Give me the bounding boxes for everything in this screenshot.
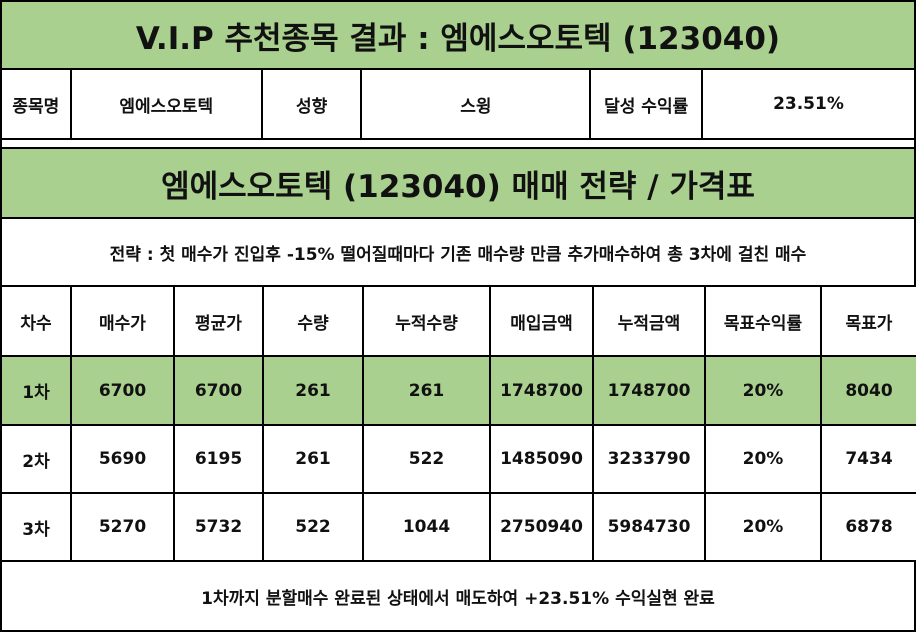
stock-name-label: 종목명 — [2, 70, 72, 138]
cell-target-price: 6878 — [820, 492, 916, 562]
col-header-cumulative-amount: 누적금액 — [592, 285, 706, 357]
col-header-target-price: 목표가 — [820, 285, 916, 357]
stock-name-value: 엠에스오토텍 — [72, 70, 263, 138]
cell-target-return: 20% — [704, 355, 822, 426]
cell-buy-price: 5270 — [70, 492, 175, 562]
cell-purchase-amount: 1485090 — [489, 424, 594, 494]
cell-avg-price: 5732 — [173, 492, 264, 562]
cell-quantity: 261 — [262, 424, 364, 494]
page-title: V.I.P 추천종목 결과 : 엠에스오토텍 (123040) — [0, 0, 916, 70]
col-header-quantity: 수량 — [262, 285, 364, 357]
return-label: 달성 수익률 — [591, 70, 703, 138]
cell-round: 1차 — [0, 355, 72, 426]
cell-target-return: 20% — [704, 492, 822, 562]
cell-target-price: 8040 — [820, 355, 916, 426]
cell-purchase-amount: 1748700 — [489, 355, 594, 426]
table-row: 1차 6700 6700 261 261 1748700 1748700 20%… — [0, 355, 916, 426]
cell-target-return: 20% — [704, 424, 822, 494]
cell-avg-price: 6195 — [173, 424, 264, 494]
col-header-avg-price: 평균가 — [173, 285, 264, 357]
cell-round: 3차 — [0, 492, 72, 562]
section-divider — [0, 140, 916, 147]
cell-round: 2차 — [0, 424, 72, 494]
cell-cumulative-quantity: 261 — [362, 355, 491, 426]
cell-cumulative-quantity: 522 — [362, 424, 491, 494]
table-row: 2차 5690 6195 261 522 1485090 3233790 20%… — [0, 424, 916, 494]
strategy-description: 전략 : 첫 매수가 진입후 -15% 떨어질때마다 기존 매수량 만큼 추가매… — [0, 217, 916, 287]
type-value: 스윙 — [362, 70, 592, 138]
result-summary: 1차까지 분할매수 완료된 상태에서 매도하여 +23.51% 수익실현 완료 — [0, 560, 916, 632]
cell-buy-price: 5690 — [70, 424, 175, 494]
cell-quantity: 261 — [262, 355, 364, 426]
cell-quantity: 522 — [262, 492, 364, 562]
type-label: 성향 — [263, 70, 363, 138]
col-header-cumulative-quantity: 누적수량 — [362, 285, 491, 357]
col-header-buy-price: 매수가 — [70, 285, 175, 357]
return-value: 23.51% — [773, 94, 844, 114]
cell-purchase-amount: 2750940 — [489, 492, 594, 562]
strategy-title: 엠에스오토텍 (123040) 매매 전략 / 가격표 — [0, 147, 916, 219]
cell-target-price: 7434 — [820, 424, 916, 494]
cell-cumulative-quantity: 1044 — [362, 492, 491, 562]
cell-avg-price: 6700 — [173, 355, 264, 426]
cell-buy-price: 6700 — [70, 355, 175, 426]
table-row: 3차 5270 5732 522 1044 2750940 5984730 20… — [0, 492, 916, 562]
cell-cumulative-amount: 5984730 — [592, 492, 706, 562]
table-header-row: 차수 매수가 평균가 수량 누적수량 매입금액 누적금액 목표수익률 목표가 — [0, 285, 916, 357]
cell-cumulative-amount: 3233790 — [592, 424, 706, 494]
cell-cumulative-amount: 1748700 — [592, 355, 706, 426]
col-header-target-return: 목표수익률 — [704, 285, 822, 357]
col-header-purchase-amount: 매입금액 — [489, 285, 594, 357]
col-header-round: 차수 — [0, 285, 72, 357]
info-row: 종목명 엠에스오토텍 성향 스윙 달성 수익률 23.51% — [0, 68, 916, 140]
price-table: 차수 매수가 평균가 수량 누적수량 매입금액 누적금액 목표수익률 목표가 1… — [0, 285, 916, 562]
